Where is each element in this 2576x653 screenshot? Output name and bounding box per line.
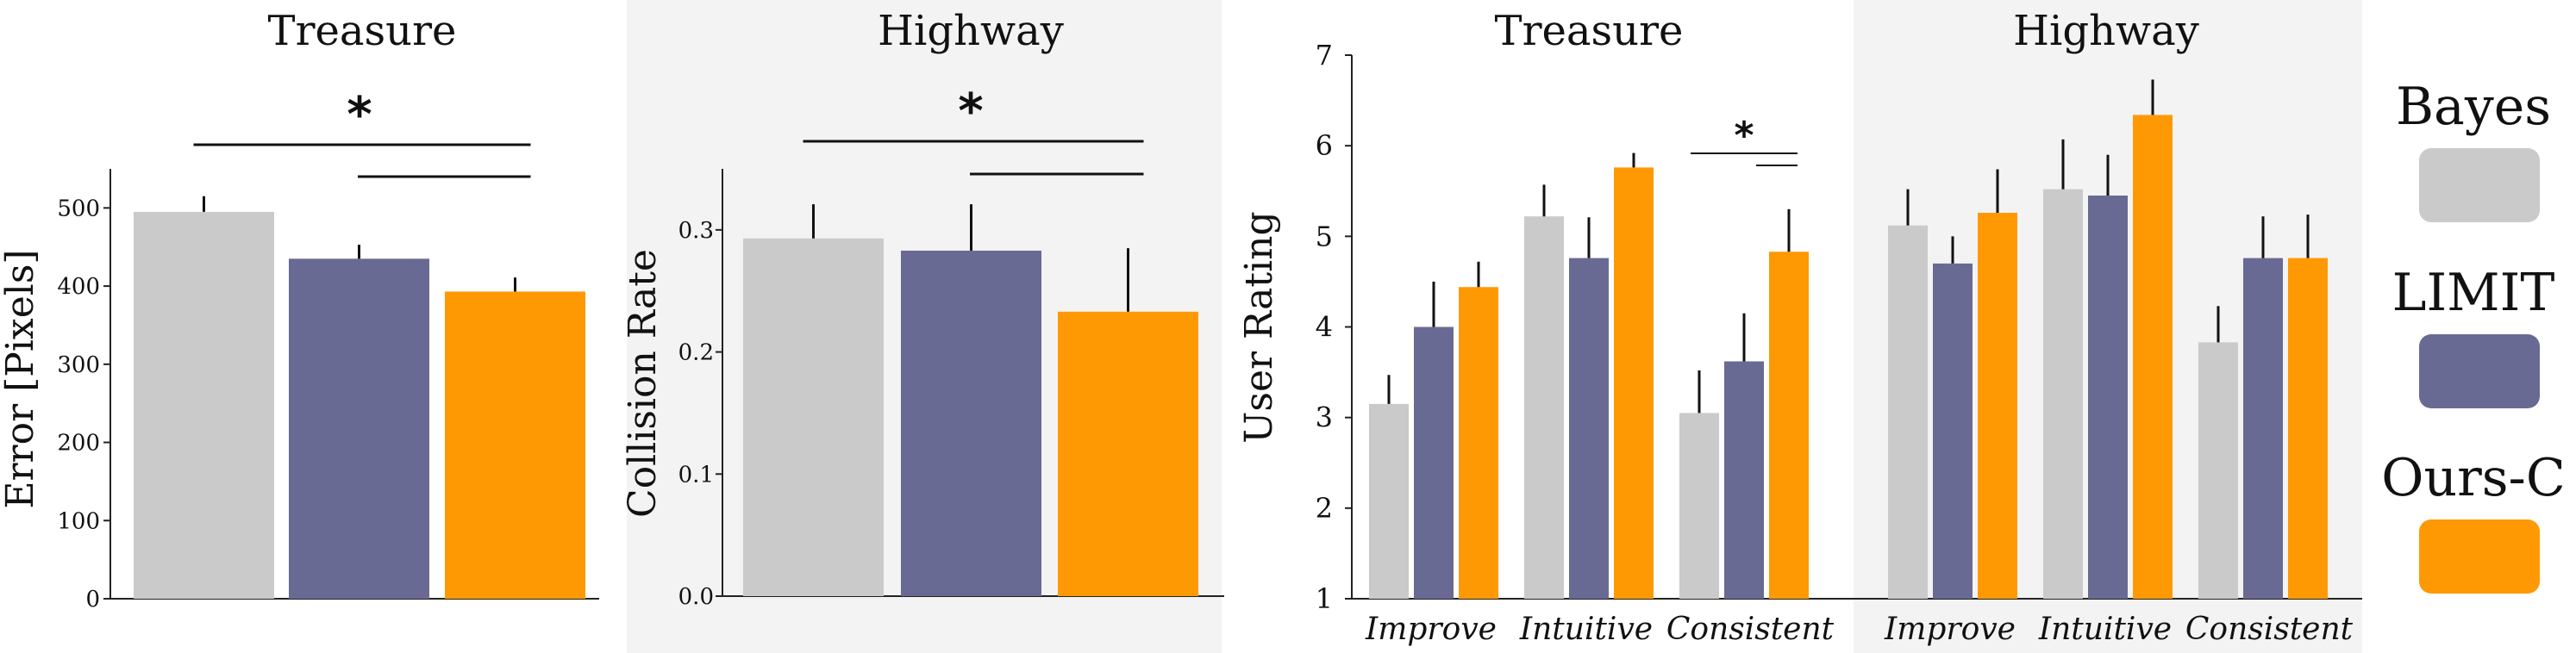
category-label: Improve xyxy=(1365,612,1497,647)
category-label: Consistent xyxy=(1666,612,1835,647)
y-tick-label: 6 xyxy=(1316,129,1333,162)
legend-swatch-limit xyxy=(2419,334,2540,408)
bar-bayes xyxy=(134,211,274,599)
y-tick-label: 400 xyxy=(57,274,100,300)
bar-bayes xyxy=(1369,403,1409,599)
bar-ours-c xyxy=(1978,212,2017,600)
y-tick-label: 0.0 xyxy=(678,584,714,610)
bar-limit xyxy=(2243,258,2283,599)
legend-swatch-ours-c xyxy=(2419,519,2540,594)
y-tick-label: 5 xyxy=(1316,220,1333,252)
chart-title: Treasure xyxy=(268,7,457,55)
bar-bayes xyxy=(2198,342,2238,599)
y-tick-label: 4 xyxy=(1316,311,1333,344)
bar-bayes xyxy=(2043,189,2083,599)
y-axis-label: Error [Pixels] xyxy=(0,249,42,508)
bar-bayes xyxy=(1524,216,1564,600)
chart-title: Highway xyxy=(878,7,1064,55)
bar-ours-c xyxy=(2288,258,2328,599)
y-axis-label: User Rating xyxy=(1237,211,1281,443)
bar-limit xyxy=(1933,263,1973,599)
bar-ours-c xyxy=(1058,311,1198,596)
legend-label-ours-c: Ours-C xyxy=(2381,448,2566,508)
y-tick-label: 0 xyxy=(85,587,100,613)
bar-ours-c xyxy=(1459,287,1498,599)
y-tick-label: 7 xyxy=(1316,39,1333,72)
y-tick-label: 2 xyxy=(1316,492,1333,525)
significance-star: * xyxy=(1734,114,1754,158)
category-label: Intuitive xyxy=(1519,612,1653,647)
y-tick-label: 0.2 xyxy=(678,340,714,366)
significance-star: * xyxy=(347,87,372,143)
y-tick-label: 3 xyxy=(1316,401,1333,434)
bar-bayes xyxy=(1679,413,1719,599)
y-tick-label: 0.1 xyxy=(678,462,714,488)
y-tick-label: 100 xyxy=(57,508,100,534)
y-tick-label: 300 xyxy=(57,352,100,378)
legend-swatch-bayes xyxy=(2419,148,2540,222)
bar-ours-c xyxy=(1614,167,1654,599)
significance-star: * xyxy=(958,84,983,140)
bar-limit xyxy=(1724,361,1764,599)
bar-bayes xyxy=(743,238,884,596)
bar-ours-c xyxy=(2133,115,2173,599)
bar-limit xyxy=(289,258,429,599)
y-tick-label: 500 xyxy=(57,196,100,221)
y-tick-label: 1 xyxy=(1316,582,1333,615)
y-tick-label: 200 xyxy=(57,431,100,457)
category-label: Intuitive xyxy=(2038,612,2172,647)
y-axis-label: Collision Rate xyxy=(621,249,665,518)
bar-limit xyxy=(1569,258,1609,599)
bar-ours-c xyxy=(445,291,585,599)
legend-label-bayes: Bayes xyxy=(2396,77,2551,137)
bar-bayes xyxy=(1888,225,1928,599)
category-label: Improve xyxy=(1884,612,2016,647)
chart-title: Treasure xyxy=(1495,7,1684,55)
bar-limit xyxy=(2088,196,2128,599)
bar-limit xyxy=(901,250,1041,596)
category-label: Consistent xyxy=(2185,612,2354,647)
bar-ours-c xyxy=(1769,252,1809,599)
legend-label-limit: LIMIT xyxy=(2392,263,2555,323)
chart-title: Highway xyxy=(2013,7,2199,55)
bar-limit xyxy=(1414,326,1454,599)
y-tick-label: 0.3 xyxy=(678,218,714,244)
